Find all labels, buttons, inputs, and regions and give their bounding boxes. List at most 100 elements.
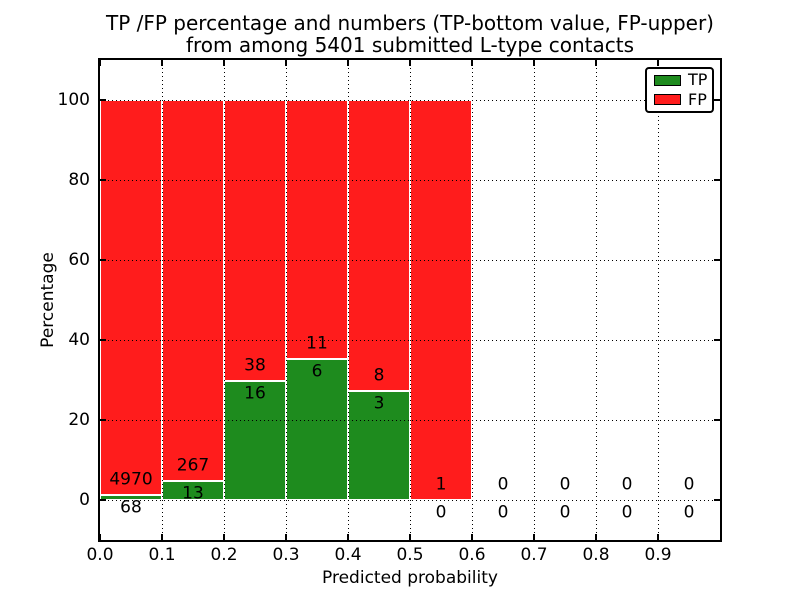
- horizontal-gridline: [100, 500, 720, 501]
- x-tickmark-top: [533, 60, 535, 66]
- x-tick-label: 0.5: [396, 545, 424, 565]
- x-tickmark-top: [657, 60, 659, 66]
- y-tickmark-right: [714, 339, 720, 341]
- bar-segment-tp: [348, 390, 410, 500]
- y-tick-label: 40: [68, 330, 90, 350]
- tp-count-label: 13: [182, 483, 204, 504]
- tp-count-label: 0: [683, 502, 695, 523]
- fp-count-label: 0: [497, 474, 509, 495]
- vertical-gridline: [534, 60, 535, 540]
- bar-segment-fp: [410, 100, 472, 500]
- x-tickmark: [657, 534, 659, 540]
- y-tick-label: 100: [57, 90, 90, 110]
- y-tickmark-right: [714, 259, 720, 261]
- x-tick-label: 0.1: [148, 545, 176, 565]
- fp-count-label: 4970: [109, 469, 153, 490]
- horizontal-gridline: [100, 340, 720, 341]
- x-tickmark-top: [285, 60, 287, 66]
- vertical-gridline: [162, 60, 163, 540]
- chart-title-line1: TP /FP percentage and numbers (TP-bottom…: [106, 11, 714, 35]
- fp-count-label: 0: [683, 474, 695, 495]
- y-tick-label: 80: [68, 170, 90, 190]
- legend-entry-fp: FP: [647, 91, 712, 108]
- tp-color-swatch-icon: [654, 74, 681, 86]
- x-tick-label: 0.6: [458, 545, 486, 565]
- tp-count-label: 6: [311, 361, 323, 382]
- x-tick-label: 0.3: [272, 545, 300, 565]
- y-tickmark-right: [714, 419, 720, 421]
- fp-count-label: 0: [559, 474, 571, 495]
- x-tickmark-top: [471, 60, 473, 66]
- tp-count-label: 0: [621, 502, 633, 523]
- plot-area: 4970 68 267 13 38 16 11 6 8 3 1 0 0 0 0 0 0 0 0 0: [98, 58, 722, 542]
- bar-segment-fp: [100, 100, 162, 495]
- fp-count-label: 38: [244, 355, 266, 376]
- y-tickmark: [100, 339, 106, 341]
- y-tickmark: [100, 99, 106, 101]
- vertical-gridline: [224, 60, 225, 540]
- chart-title-line2: from among 5401 submitted L-type contact…: [185, 33, 635, 57]
- y-tick-label: 60: [68, 250, 90, 270]
- horizontal-gridline: [100, 260, 720, 261]
- x-tickmark: [161, 534, 163, 540]
- x-tickmark: [533, 534, 535, 540]
- x-tick-label: 0.9: [644, 545, 672, 565]
- x-tick-label: 0.7: [520, 545, 548, 565]
- x-tick-label: 0.4: [334, 545, 362, 565]
- horizontal-gridline: [100, 420, 720, 421]
- tp-count-label: 0: [497, 502, 509, 523]
- y-tickmark: [100, 179, 106, 181]
- x-tickmark: [99, 534, 101, 540]
- vertical-gridline: [472, 60, 473, 540]
- vertical-gridline: [658, 60, 659, 540]
- vertical-gridline: [286, 60, 287, 540]
- tp-count-label: 68: [120, 497, 142, 518]
- x-tickmark-top: [595, 60, 597, 66]
- legend-entry-tp: TP: [647, 72, 712, 89]
- bar-segment-tp: [100, 494, 162, 500]
- chart-title: TP /FP percentage and numbers (TP-bottom…: [90, 12, 730, 56]
- x-tickmark: [347, 534, 349, 540]
- fp-count-label: 11: [306, 333, 328, 354]
- x-tickmark-top: [223, 60, 225, 66]
- y-tickmark: [100, 419, 106, 421]
- legend-label-fp: FP: [688, 89, 707, 109]
- tp-count-label: 16: [244, 383, 266, 404]
- x-tickmark: [595, 534, 597, 540]
- y-tickmark-right: [714, 99, 720, 101]
- x-tick-label: 0.8: [582, 545, 610, 565]
- vertical-gridline: [596, 60, 597, 540]
- tp-count-label: 0: [559, 502, 571, 523]
- fp-count-label: 8: [373, 365, 385, 386]
- y-tickmark: [100, 499, 106, 501]
- tp-count-label: 0: [435, 502, 447, 523]
- x-tickmark-top: [99, 60, 101, 66]
- y-tick-label: 0: [79, 490, 90, 510]
- x-axis-label: Predicted probability: [322, 568, 498, 588]
- x-tickmark: [285, 534, 287, 540]
- horizontal-gridline: [100, 100, 720, 101]
- fp-count-label: 0: [621, 474, 633, 495]
- tp-count-label: 3: [373, 393, 385, 414]
- x-tickmark: [471, 534, 473, 540]
- x-tickmark: [223, 534, 225, 540]
- legend-label-tp: TP: [688, 70, 708, 90]
- x-tickmark-top: [409, 60, 411, 66]
- y-tick-label: 20: [68, 410, 90, 430]
- x-tick-label: 0.0: [86, 545, 114, 565]
- fp-count-label: 1: [435, 474, 447, 495]
- vertical-gridline: [348, 60, 349, 540]
- bars-layer: [100, 60, 720, 540]
- y-tickmark-right: [714, 179, 720, 181]
- fp-count-label: 267: [176, 455, 210, 476]
- grid-layer: [99, 60, 720, 540]
- x-tick-label: 0.2: [210, 545, 238, 565]
- y-tickmark: [100, 259, 106, 261]
- y-tickmark-right: [714, 499, 720, 501]
- x-tickmark: [409, 534, 411, 540]
- annotations-layer: 4970 68 267 13 38 16 11 6 8 3 1 0 0 0 0 0 0 0 0 0: [100, 60, 720, 540]
- horizontal-gridline: [100, 180, 720, 181]
- x-tickmark-top: [347, 60, 349, 66]
- fp-color-swatch-icon: [654, 94, 681, 106]
